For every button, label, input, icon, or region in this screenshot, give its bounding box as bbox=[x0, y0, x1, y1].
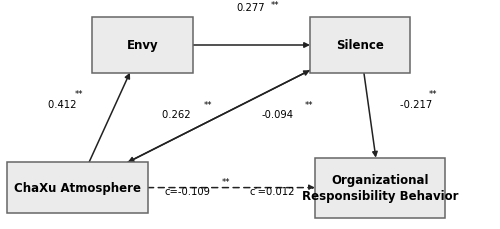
Text: **: ** bbox=[305, 101, 314, 110]
FancyBboxPatch shape bbox=[8, 163, 147, 213]
FancyBboxPatch shape bbox=[92, 18, 192, 73]
Text: Envy: Envy bbox=[126, 39, 158, 52]
Text: c=-0.109: c=-0.109 bbox=[164, 186, 210, 196]
Text: 0.277: 0.277 bbox=[236, 3, 266, 13]
Text: **: ** bbox=[271, 1, 280, 10]
Text: **: ** bbox=[75, 90, 84, 98]
Text: **: ** bbox=[222, 178, 230, 187]
Text: c’=0.012: c’=0.012 bbox=[250, 186, 295, 196]
Text: -0.217: -0.217 bbox=[400, 99, 436, 109]
Text: **: ** bbox=[429, 90, 438, 98]
Text: Silence: Silence bbox=[336, 39, 384, 52]
FancyBboxPatch shape bbox=[315, 158, 445, 218]
Text: 0.412: 0.412 bbox=[48, 99, 79, 109]
Text: 0.262: 0.262 bbox=[162, 109, 194, 120]
FancyBboxPatch shape bbox=[310, 18, 410, 73]
Text: -0.094: -0.094 bbox=[262, 109, 294, 120]
Text: **: ** bbox=[204, 101, 212, 110]
Text: ChaXu Atmosphere: ChaXu Atmosphere bbox=[14, 181, 141, 194]
Text: Organizational
Responsibility Behavior: Organizational Responsibility Behavior bbox=[302, 173, 458, 202]
